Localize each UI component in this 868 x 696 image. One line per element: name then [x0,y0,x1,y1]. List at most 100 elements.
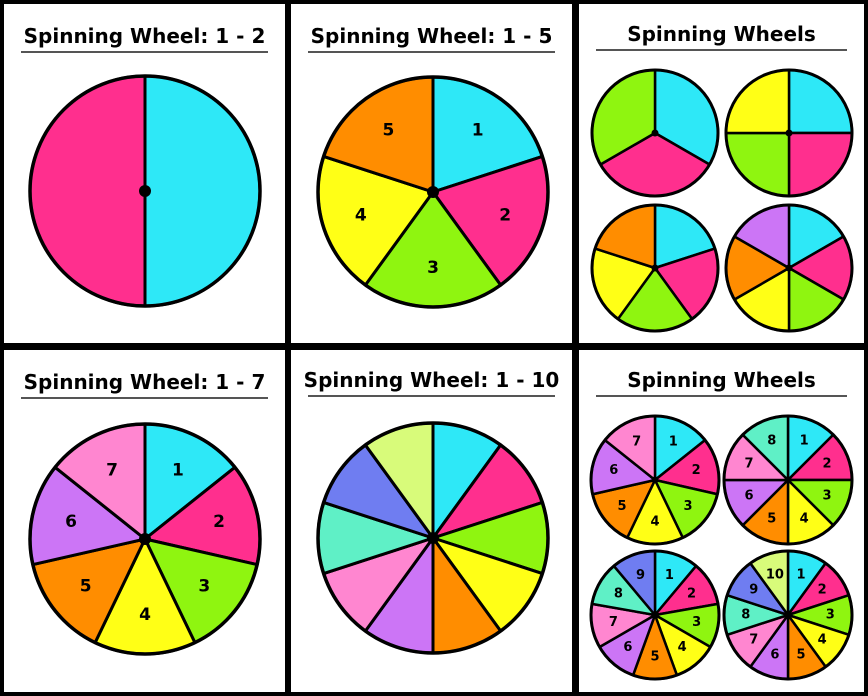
segment-number-label: 4 [650,515,659,530]
wheel-hub [139,533,151,545]
segment-number-label: 7 [744,456,753,471]
segment-number-label: 2 [692,463,701,478]
spinner-wheel: 12 34 56 78 [722,414,854,546]
title-divider [596,395,847,397]
panel-title: Spinning Wheel: 1 - 2 [23,24,266,48]
wheel-hub [651,476,659,484]
spinner-wheel: 1 2 3 4 5 [316,75,550,309]
wheel-rim [316,75,550,309]
segment-number-label: 1 [472,121,484,141]
segment-number-label: 5 [767,512,776,527]
segment-number-label: 7 [749,632,758,647]
segment-number-label: 1 [172,461,184,481]
wheel-rim [722,549,854,681]
panel-wheel-1-5: Spinning Wheel: 1 - 5 1 2 3 4 5 [291,4,572,343]
panel-title: Spinning Wheel: 1 - 5 [310,24,553,48]
wheel-hub [784,476,792,484]
panel-title: Spinning Wheels [627,22,816,46]
wheel-rim [28,422,262,656]
wheel-rim [590,68,720,198]
spinner-wheel [724,203,854,333]
segment-number-label: 7 [632,434,641,449]
wheel-hub [784,611,792,619]
panel-wheel-1-7: Spinning Wheel: 1 - 7 1 2 3 4 5 6 7 [4,350,285,692]
wheel-hub [785,264,793,272]
segment-number-label: 5 [797,648,806,663]
wheel-hub [651,611,659,619]
title-divider [308,51,555,53]
segment-number-label: 5 [382,121,394,141]
title-divider [21,51,268,53]
segment-number-label: 3 [826,608,835,623]
wheel-rim [589,549,721,681]
title-divider [21,397,268,399]
wheel-canvas [316,421,550,655]
segment-number-label: 6 [65,512,77,532]
wheel-hub [139,185,151,197]
wheel-rim [589,414,721,546]
segment-number-label: 2 [823,456,832,471]
segment-number-label: 5 [617,499,626,514]
segment-number-label: 2 [213,512,225,532]
wheel-segment [143,74,262,308]
wheel-canvas: 1 2 3 4 5 6 7 [28,422,262,656]
segment-number-label: 2 [687,586,696,601]
segment-number-label: 7 [609,615,618,630]
panel-title: Spinning Wheel: 1 - 10 [303,368,560,392]
spinner-wheel [724,68,854,198]
spinner-wheel: 12 34 5 67 89 [589,549,721,681]
segment-number-label: 1 [800,433,809,448]
segment-number-label: 6 [744,489,753,504]
segment-number-label: 4 [818,632,827,647]
wheel-hub [651,264,659,272]
title-divider [308,395,555,397]
segment-number-label: 9 [749,583,758,598]
wheel-canvas [28,74,262,308]
segment-number-label: 4 [139,605,151,625]
panel-title: Spinning Wheel: 1 - 7 [23,370,266,394]
segment-number-label: 4 [800,512,809,527]
segment-number-label: 4 [678,640,687,655]
segment-number-label: 3 [823,489,832,504]
segment-number-label: 10 [766,567,784,582]
wheel-rim [590,203,720,333]
segment-number-label: 5 [650,650,659,665]
segment-number-label: 5 [80,576,92,596]
segment-number-label: 8 [767,433,776,448]
panel-spinning-wheels-top: Spinning Wheels [579,4,864,343]
segment-number-label: 4 [355,205,367,225]
spinner-wheel [590,68,720,198]
spinner-wheel [590,203,720,333]
segment-number-label: 3 [427,258,439,278]
segment-number-label: 2 [499,205,511,225]
segment-number-label: 3 [198,576,210,596]
segment-number-label: 3 [684,499,693,514]
segment-number-label: 1 [797,567,806,582]
wheel-rim [28,74,262,308]
spinner-wheel: 1 2 3 4 5 6 7 [28,422,262,656]
wheel-hub [427,532,439,544]
segment-number-label: 6 [770,648,779,663]
wheel-rim [316,421,550,655]
wheel-hub [651,129,659,137]
wheel-canvas: 1 2 3 4 5 [316,75,550,309]
title-divider [596,49,847,51]
segment-number-label: 1 [665,568,674,583]
segment-number-label: 2 [818,583,827,598]
segment-number-label: 7 [106,461,118,481]
segment-number-label: 1 [669,434,678,449]
spinner-wheel [28,74,262,308]
segment-number-label: 8 [741,608,750,623]
segment-number-label: 3 [692,615,701,630]
wheel-hub [785,129,793,137]
segment-number-label: 6 [623,640,632,655]
wheel-canvas [590,68,854,333]
segment-number-label: 9 [636,568,645,583]
wheel-rim [722,414,854,546]
panel-title: Spinning Wheels [627,368,816,392]
wheel-rim [724,203,854,333]
